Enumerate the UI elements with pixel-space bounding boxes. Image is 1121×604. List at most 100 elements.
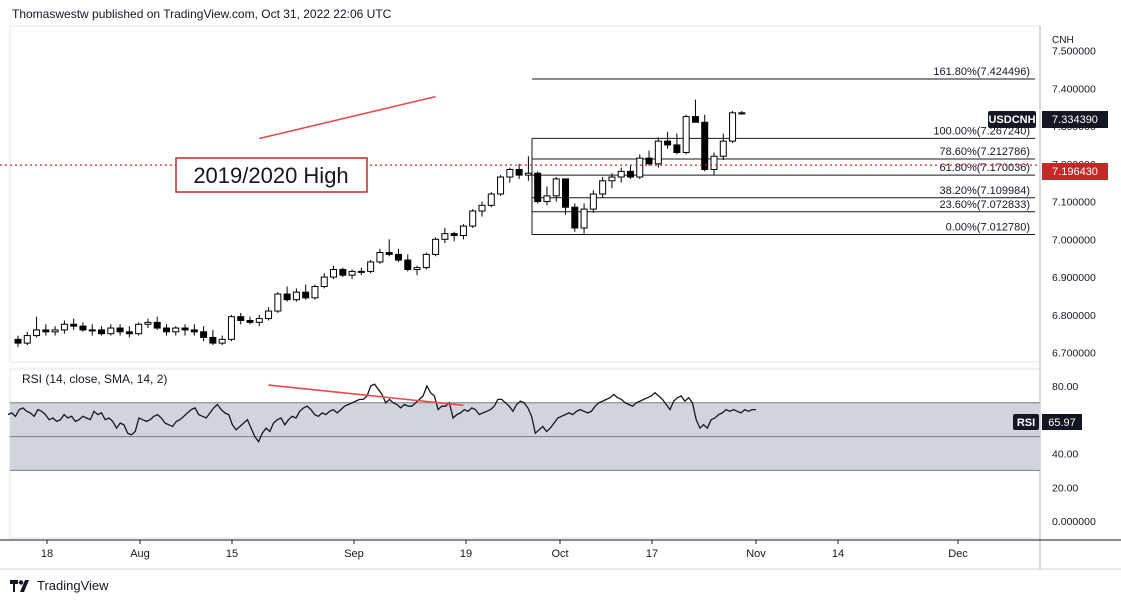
candle[interactable] bbox=[23, 331, 31, 346]
candle[interactable] bbox=[599, 177, 607, 198]
time-axis[interactable]: 18 Aug 15 Sep 19 Oct 17 Nov 14 Dec bbox=[41, 540, 968, 560]
candle[interactable] bbox=[302, 284, 310, 300]
candle[interactable] bbox=[98, 326, 106, 336]
candle[interactable] bbox=[348, 269, 356, 279]
candle[interactable] bbox=[691, 99, 699, 123]
candle[interactable] bbox=[617, 167, 625, 183]
candle[interactable] bbox=[543, 186, 551, 206]
candle[interactable] bbox=[330, 265, 338, 279]
candle[interactable] bbox=[459, 224, 467, 240]
candle[interactable] bbox=[664, 131, 672, 149]
candle[interactable] bbox=[265, 307, 273, 321]
candle-body bbox=[265, 310, 273, 320]
candle[interactable] bbox=[534, 171, 542, 204]
candle[interactable] bbox=[33, 316, 41, 338]
rsi-tick-label: 80.00 bbox=[1052, 381, 1078, 393]
candle[interactable] bbox=[719, 133, 727, 161]
candle[interactable] bbox=[125, 326, 133, 338]
candle[interactable] bbox=[209, 329, 217, 346]
candle[interactable] bbox=[524, 156, 532, 181]
candle[interactable] bbox=[515, 163, 523, 179]
candle[interactable] bbox=[339, 267, 347, 278]
candle[interactable] bbox=[246, 316, 254, 325]
price-candles[interactable] bbox=[14, 99, 746, 347]
candle[interactable] bbox=[394, 248, 402, 262]
candle[interactable] bbox=[70, 318, 78, 330]
candle[interactable] bbox=[385, 239, 393, 257]
candle[interactable] bbox=[181, 324, 189, 336]
candle[interactable] bbox=[626, 165, 634, 179]
candle-body bbox=[172, 327, 180, 333]
candle[interactable] bbox=[701, 114, 709, 172]
candle[interactable] bbox=[51, 326, 59, 336]
candle[interactable] bbox=[645, 150, 653, 166]
candle[interactable] bbox=[710, 152, 718, 176]
candle[interactable] bbox=[376, 248, 384, 264]
candle[interactable] bbox=[311, 284, 319, 300]
rsi-band bbox=[10, 402, 1040, 471]
candle[interactable] bbox=[469, 209, 477, 228]
rsi-indicator[interactable] bbox=[7, 383, 756, 443]
candle[interactable] bbox=[79, 322, 87, 332]
candle[interactable] bbox=[422, 252, 430, 270]
candle[interactable] bbox=[608, 173, 616, 189]
candle[interactable] bbox=[441, 227, 449, 244]
price-trendline[interactable] bbox=[259, 95, 436, 140]
candle[interactable] bbox=[478, 201, 486, 217]
candle[interactable] bbox=[60, 320, 68, 334]
candle[interactable] bbox=[571, 203, 579, 232]
candle[interactable] bbox=[729, 110, 737, 144]
candle[interactable] bbox=[673, 133, 681, 155]
candle[interactable] bbox=[682, 114, 690, 155]
candle[interactable] bbox=[153, 316, 161, 330]
candle[interactable] bbox=[42, 324, 50, 336]
tradingview-logo[interactable]: TradingView bbox=[10, 578, 109, 593]
candle[interactable] bbox=[283, 286, 291, 302]
candle[interactable] bbox=[589, 190, 597, 213]
candle-body bbox=[394, 253, 402, 261]
candle[interactable] bbox=[107, 324, 115, 336]
candle[interactable] bbox=[144, 318, 152, 329]
candle[interactable] bbox=[227, 314, 235, 342]
candle[interactable] bbox=[487, 192, 495, 208]
candle[interactable] bbox=[580, 203, 588, 234]
rsi-badge-label: RSI bbox=[1017, 417, 1035, 429]
price-axis[interactable]: 7.5000007.4000007.3000007.2000007.100000… bbox=[1052, 46, 1096, 529]
candle[interactable] bbox=[237, 312, 245, 325]
candle[interactable] bbox=[14, 335, 22, 347]
rsi-trendline[interactable] bbox=[268, 384, 464, 407]
annotation-2019-2020-high[interactable]: 2019/2020 High bbox=[0, 157, 1040, 193]
candle[interactable] bbox=[562, 178, 570, 215]
candle[interactable] bbox=[413, 265, 421, 276]
candle[interactable] bbox=[218, 335, 226, 346]
candle-body bbox=[330, 269, 338, 278]
candle[interactable] bbox=[190, 324, 198, 336]
candle[interactable] bbox=[450, 231, 458, 242]
candle[interactable] bbox=[357, 267, 365, 276]
candle-body bbox=[617, 170, 625, 178]
candle[interactable] bbox=[654, 137, 662, 168]
candle[interactable] bbox=[88, 324, 96, 336]
candle[interactable] bbox=[497, 175, 505, 196]
symbol-label: USDCNH bbox=[988, 114, 1035, 126]
candle[interactable] bbox=[432, 237, 440, 257]
fibonacci-retracement[interactable]: 161.80%(7.424496) 100.00%(7.267240) 78.60%… bbox=[531, 66, 1035, 235]
candle[interactable] bbox=[404, 254, 412, 272]
candle[interactable] bbox=[135, 322, 143, 336]
candle[interactable] bbox=[116, 324, 124, 336]
candle[interactable] bbox=[162, 324, 170, 336]
candle[interactable] bbox=[506, 167, 514, 183]
candle[interactable] bbox=[292, 288, 300, 302]
candle[interactable] bbox=[255, 314, 263, 327]
trendlines[interactable] bbox=[259, 95, 464, 407]
candle-body bbox=[125, 331, 133, 335]
candle[interactable] bbox=[636, 154, 644, 179]
candle[interactable] bbox=[320, 273, 328, 289]
candle[interactable] bbox=[552, 177, 560, 202]
candle[interactable] bbox=[738, 110, 746, 115]
candle[interactable] bbox=[367, 260, 375, 274]
candle[interactable] bbox=[200, 326, 208, 342]
candle[interactable] bbox=[172, 326, 180, 336]
candle[interactable] bbox=[274, 292, 282, 313]
